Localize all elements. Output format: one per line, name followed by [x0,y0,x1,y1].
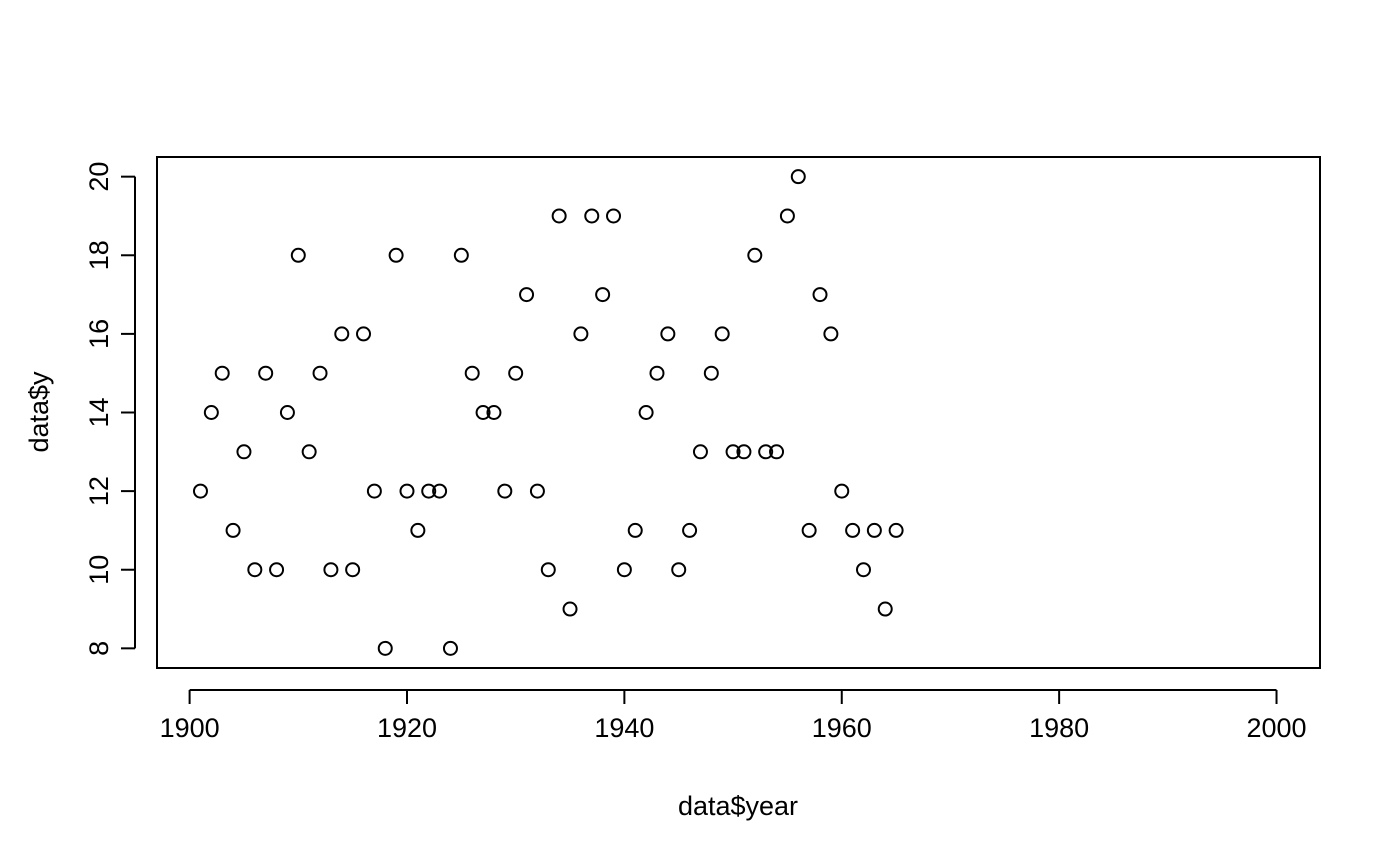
data-point [714,326,730,342]
data-point [790,169,806,185]
data-point [519,287,535,303]
data-point [823,326,839,342]
data-point [834,483,850,499]
data-point [464,365,480,381]
data-point [638,405,654,420]
data-point [442,640,458,656]
data-point [584,208,600,224]
data-point [334,326,350,342]
y-tick-label: 12 [84,476,114,506]
data-point [692,444,708,460]
y-tick-label: 18 [84,240,114,270]
data-point [606,208,622,224]
data-point [192,483,208,499]
data-point [410,522,426,538]
data-point [573,326,589,342]
data-point [736,444,752,460]
data-point [486,405,502,420]
y-tick-label: 14 [84,397,114,427]
data-point [529,483,545,499]
data-point [432,483,448,499]
data-point [812,287,828,303]
data-point [888,522,904,538]
data-point [323,562,339,578]
data-point [627,522,643,538]
data-point [225,522,241,538]
data-point [279,405,295,420]
data-point [747,247,763,263]
data-point [779,208,795,224]
data-point [725,444,741,460]
data-point [769,444,785,460]
x-axis-title: data$year [678,791,798,821]
data-point [258,365,274,381]
x-tick-label: 1920 [377,713,437,743]
data-point [562,601,578,617]
data-point [301,444,317,460]
y-tick-label: 16 [84,319,114,349]
data-point [660,326,676,342]
data-point [421,483,437,499]
data-point [508,365,524,381]
data-point [453,247,469,263]
data-point [855,562,871,578]
data-point [345,562,361,578]
data-point [703,365,719,381]
data-point [475,405,491,420]
data-point [236,444,252,460]
data-point [312,365,328,381]
data-point [203,405,219,420]
x-tick-label: 1960 [812,713,872,743]
x-tick-label: 2000 [1246,713,1306,743]
data-point [366,483,382,499]
x-tick-label: 1900 [160,713,220,743]
y-axis-title: data$y [24,371,54,453]
data-point [877,601,893,617]
data-point [682,522,698,538]
data-point [269,562,285,578]
y-tick-label: 10 [84,555,114,585]
data-point [866,522,882,538]
data-point [214,365,230,381]
x-axis: 1900 1920 1940 1960 1980 2000 [160,689,1307,743]
y-axis: 8 10 12 14 16 18 20 [84,162,136,656]
x-tick-label: 1980 [1029,713,1089,743]
data-point [758,444,774,460]
y-tick-label: 8 [84,641,114,656]
x-tick-label: 1940 [594,713,654,743]
data-point [649,365,665,381]
data-point [356,326,372,342]
data-point [540,562,556,578]
data-point [595,287,611,303]
data-point [497,483,513,499]
data-points [192,169,904,656]
data-point [671,562,687,578]
y-tick-label: 20 [84,162,114,192]
data-point [247,562,263,578]
data-point [399,483,415,499]
data-point [388,247,404,263]
data-point [377,640,393,656]
data-point [801,522,817,538]
data-point [290,247,306,263]
data-point [616,562,632,578]
plot-frame [156,156,1321,669]
data-point [551,208,567,224]
data-point [845,522,861,538]
